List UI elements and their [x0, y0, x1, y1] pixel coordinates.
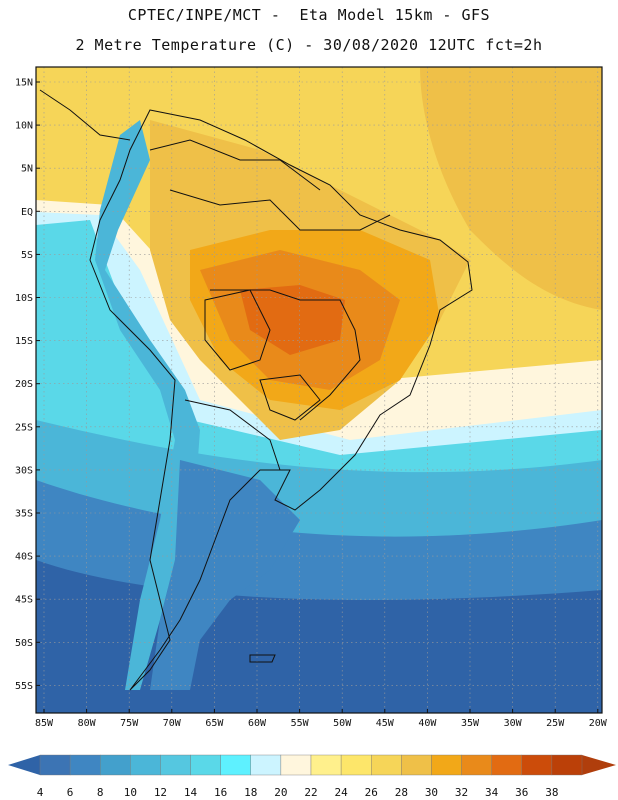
brazil-border: [210, 289, 361, 421]
lat-label: 10S: [15, 293, 33, 304]
colorbar-cell: [491, 754, 522, 776]
map-title-line1: CPTEC/INPE/MCT - Eta Model 15km - GFS: [127, 6, 491, 24]
colorbar-label: 22: [304, 786, 317, 799]
map-frame: [35, 66, 603, 714]
lat-label: 40S: [15, 552, 33, 563]
colorbar-cell: [39, 754, 71, 776]
colorbar-cell: [310, 754, 342, 776]
central-america-coast: [39, 89, 131, 141]
lon-label: 35W: [461, 718, 480, 729]
lat-label: 20S: [15, 379, 33, 390]
lon-label: 75W: [120, 718, 139, 729]
colorbar-low-arrow: [8, 755, 40, 775]
colorbar-cell: [160, 754, 191, 776]
colorbar-label: 6: [67, 786, 74, 799]
lat-label: 5N: [21, 164, 33, 175]
colorbar-label: 38: [545, 786, 558, 799]
colorbar-cell: [250, 754, 282, 776]
lat-label: 30S: [15, 465, 33, 476]
colorbar-cell: [371, 754, 402, 776]
temperature-colorbar: [8, 754, 616, 776]
lon-label: 55W: [291, 718, 310, 729]
colorbar-cell: [280, 754, 312, 776]
colorbar-label: 20: [274, 786, 287, 799]
lon-label: 45W: [376, 718, 395, 729]
colorbar-cell: [551, 754, 583, 776]
falklands: [249, 654, 276, 663]
lon-label: 70W: [163, 718, 182, 729]
colorbar-cell: [401, 754, 432, 776]
colorbar-high-arrow: [582, 755, 616, 775]
colorbar-label: 12: [154, 786, 167, 799]
colorbar-label: 4: [37, 786, 44, 799]
colorbar-label: 24: [334, 786, 348, 799]
colorbar-label: 18: [244, 786, 257, 799]
colorbar-label: 8: [97, 786, 104, 799]
lon-label: 50W: [333, 718, 352, 729]
lon-label: 65W: [205, 718, 224, 729]
colorbar-label: 26: [365, 786, 378, 799]
lon-label: 40W: [418, 718, 437, 729]
colorbar-label: 10: [124, 786, 137, 799]
colorbar-labels: 4 6 8 10 12 14 16 18 20 22 24 26 28 30 32 34 36 38: [37, 786, 559, 799]
colorbar-cell: [220, 754, 251, 776]
lat-label: 35S: [15, 509, 33, 520]
lon-label: 30W: [504, 718, 523, 729]
lon-label: 85W: [35, 718, 54, 729]
interior-hot: [240, 285, 345, 355]
northern-border: [149, 139, 321, 191]
continent-coastline: [89, 109, 473, 691]
lon-label: 80W: [78, 718, 97, 729]
colorbar-label: 32: [455, 786, 468, 799]
colorbar-label: 30: [425, 786, 438, 799]
colorbar-cell: [431, 754, 462, 776]
paraguay-border: [259, 374, 321, 421]
map-borders: [39, 89, 473, 691]
bolivia-border: [204, 289, 271, 371]
lat-label: 25S: [15, 422, 33, 433]
temperature-field: [36, 67, 602, 713]
lat-label: 15N: [15, 78, 33, 89]
lat-label: 50S: [15, 638, 33, 649]
lon-label: 25W: [546, 718, 565, 729]
southern-cone-land: [150, 460, 300, 690]
atlantic-amber: [420, 67, 602, 310]
lat-label: 15S: [15, 336, 33, 347]
colorbar-cell: [521, 754, 553, 776]
amazon-border: [169, 189, 391, 231]
lat-label: 45S: [15, 595, 33, 606]
lat-label: EQ: [21, 207, 33, 218]
andes-cold-strip: [95, 120, 200, 690]
colorbar-label: 34: [485, 786, 499, 799]
map-title-line2: 2 Metre Temperature (C) - 30/08/2020 12U…: [75, 36, 543, 54]
colorbar-label: 16: [214, 786, 227, 799]
colorbar-cell: [69, 754, 101, 776]
southern-border: [184, 399, 281, 471]
lat-label: 55S: [15, 681, 33, 692]
lon-label: 60W: [248, 718, 267, 729]
colorbar-label: 28: [395, 786, 408, 799]
colorbar-cell: [100, 754, 131, 776]
latitude-labels: 15N 10N 5N EQ 5S 10S 15S 20S 25S 30S 35S 40S 45S 50S 5…: [15, 78, 40, 692]
longitude-labels: 85W 80W 75W 70W 65W 60W 55W 50W 45W 40W 35W 30W 25W 2…: [35, 709, 608, 729]
lat-label: 5S: [21, 250, 33, 261]
colorbar-cell: [130, 754, 161, 776]
lon-label: 20W: [589, 718, 608, 729]
colorbar-cell: [461, 754, 492, 776]
colorbar-cell: [340, 754, 372, 776]
colorbar-label: 14: [184, 786, 198, 799]
lat-label: 10N: [15, 121, 33, 132]
colorbar-cell: [190, 754, 221, 776]
colorbar-label: 36: [515, 786, 528, 799]
